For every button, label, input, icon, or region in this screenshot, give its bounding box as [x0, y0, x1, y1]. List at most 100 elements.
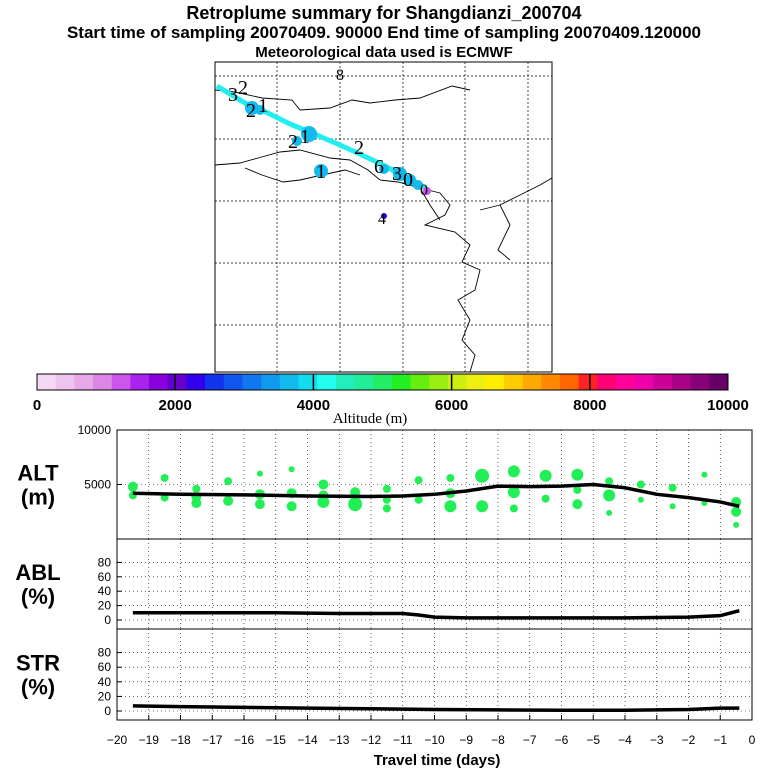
x-tick-label: −8 — [491, 733, 505, 747]
colorbar-cell — [111, 374, 131, 390]
trajectory-marker — [381, 213, 387, 219]
y-tick-label: 40 — [98, 675, 112, 689]
colorbar-tick-label: 0 — [33, 397, 41, 414]
trajectory-label: 6 — [374, 156, 384, 178]
page-title: Retroplume summary for Shangdianzi_20070… — [186, 3, 582, 23]
scatter-point — [571, 468, 584, 481]
trajectory-marker — [292, 136, 302, 146]
colorbar-cell — [93, 374, 113, 390]
trajectory-marker — [393, 167, 407, 181]
x-tick-label: −7 — [523, 733, 537, 747]
colorbar-cell — [223, 374, 243, 390]
x-tick-label: −13 — [329, 733, 350, 747]
x-tick-label: −19 — [139, 733, 160, 747]
colorbar-cell — [130, 374, 150, 390]
colorbar-cell — [522, 374, 542, 390]
colorbar-cell — [615, 374, 636, 390]
trajectory-label: 8 — [336, 67, 344, 84]
scatter-point — [288, 466, 295, 473]
y-tick-label: 60 — [98, 660, 112, 674]
colorbar-cell — [55, 374, 75, 390]
country-borders — [214, 85, 553, 373]
colorbar-cell — [205, 374, 225, 390]
colorbar-cell — [186, 374, 206, 390]
scatter-point — [318, 479, 329, 490]
x-tick-label: −14 — [297, 733, 318, 747]
scatter-point — [539, 469, 552, 482]
scatter-point — [701, 471, 708, 478]
colorbar-frame — [36, 373, 729, 391]
colorbar-cell — [709, 374, 729, 390]
x-tick-label: −5 — [586, 733, 600, 747]
scatter-point — [572, 499, 583, 510]
colorbar-cell — [335, 374, 355, 390]
x-tick-label: −17 — [202, 733, 223, 747]
x-axis: −20 −19 −18 −17 −16 −15 −14 −13 −12 −11 −10 −9 −8 −7−… — [107, 715, 756, 768]
colorbar-cell — [634, 374, 654, 390]
x-tick-label: −1 — [713, 733, 727, 747]
y-axis-label: ABL — [15, 560, 60, 585]
met-data-source: Meteorological data used is ECMWF — [255, 44, 513, 61]
scatter-point — [733, 521, 740, 528]
colorbar-cell — [541, 374, 561, 390]
scatter-point — [541, 494, 550, 503]
scatter-point — [669, 503, 676, 510]
x-tick-label: −20 — [107, 733, 128, 747]
scatter-point — [668, 483, 677, 492]
colorbar-cell — [74, 374, 94, 390]
colorbar-cell — [149, 374, 169, 390]
colorbar-label: Altitude (m) — [333, 411, 408, 427]
y-axis-label: (%) — [21, 675, 55, 700]
colorbar-cell — [37, 374, 57, 390]
colorbar-cell — [597, 374, 617, 390]
x-tick-label: −4 — [618, 733, 632, 747]
trajectory-label: 1 — [258, 95, 268, 117]
y-tick-label: 40 — [98, 584, 112, 598]
trajectory-map: 3 2 2 1 8 2 1 2 1 6 3 0 0 4 — [214, 61, 553, 373]
colorbar-cell — [242, 374, 262, 390]
x-tick-label: −18 — [170, 733, 191, 747]
trajectory-marker — [314, 164, 328, 178]
series-line — [132, 704, 740, 713]
scatter-point — [256, 470, 263, 477]
series-line — [132, 482, 740, 509]
colorbar-cell — [485, 374, 505, 390]
trajectory-labels: 3 2 2 1 8 2 1 2 1 6 3 0 0 4 — [228, 67, 428, 228]
scatter-point — [382, 484, 391, 493]
scatter-point — [731, 506, 742, 517]
scatter-point — [507, 465, 520, 478]
x-tick-label: −11 — [393, 733, 413, 747]
time-series-panels: 500010000ALT(m)020406080ABL(%)020406080S… — [15, 423, 755, 768]
scatter-point — [475, 468, 490, 483]
trajectory-label: 2 — [246, 100, 256, 122]
colorbar-cell — [298, 374, 318, 390]
scatter-point — [223, 495, 234, 506]
x-tick-label: −12 — [361, 733, 382, 747]
colorbar-tick-label: 8000 — [573, 397, 606, 414]
y-tick-label: 20 — [98, 689, 112, 703]
x-tick-label: −10 — [424, 733, 445, 747]
scatter-point — [254, 499, 265, 510]
scatter-point — [191, 498, 202, 509]
trajectory-label: 2 — [288, 131, 298, 153]
trajectory-label: 0 — [403, 169, 413, 191]
colorbar-cell — [503, 374, 524, 390]
colorbar-cell — [410, 374, 430, 390]
y-tick-label: 0 — [104, 704, 111, 718]
y-tick-label: 60 — [98, 570, 112, 584]
trajectory-label: 1 — [316, 161, 326, 183]
scatter-point — [127, 481, 138, 492]
scatter-point — [603, 489, 616, 502]
x-tick-label: 0 — [749, 733, 756, 747]
scatter-point — [509, 504, 518, 513]
trajectory-label: 3 — [392, 163, 402, 185]
scatter-point — [446, 473, 455, 482]
colorbar-cell — [466, 374, 486, 390]
x-tick-label: −3 — [650, 733, 664, 747]
colorbar-cell — [671, 374, 692, 390]
trajectory-marker — [413, 180, 423, 190]
scatter-point — [636, 480, 645, 489]
trajectory-markers — [245, 101, 431, 219]
y-tick-label: 80 — [98, 555, 112, 569]
